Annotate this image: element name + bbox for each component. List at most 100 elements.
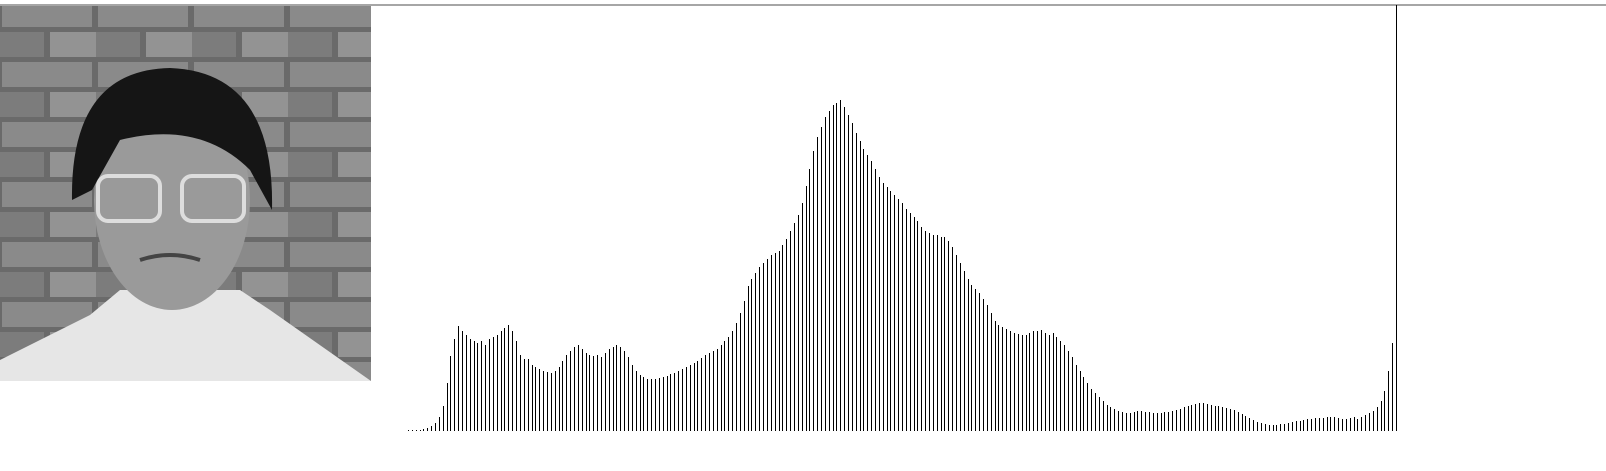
histogram-bar (968, 279, 969, 431)
histogram-bar (933, 235, 934, 431)
histogram-bar (890, 191, 891, 431)
histogram-bar (775, 253, 776, 431)
histogram-bar (732, 331, 733, 431)
histogram-bar (724, 341, 725, 431)
histogram-bar (948, 241, 949, 431)
histogram-bar (759, 267, 760, 431)
histogram-bar (925, 231, 926, 431)
histogram-bar (1172, 411, 1173, 431)
histogram-bar (443, 406, 444, 431)
histogram-bar (1211, 405, 1212, 431)
histogram-bar (1029, 333, 1030, 431)
histogram-bar (809, 169, 810, 431)
histogram-bar (497, 335, 498, 431)
histogram-bar (906, 209, 907, 431)
histogram-bar (825, 117, 826, 431)
histogram-bar (450, 356, 451, 431)
histogram-bar (504, 328, 505, 431)
histogram-bar (721, 345, 722, 431)
histogram-bar (763, 263, 764, 431)
histogram-bar (1238, 412, 1239, 431)
histogram-bar (423, 429, 424, 431)
histogram-bar (1369, 413, 1370, 431)
mouth (139, 253, 201, 262)
histogram-bar (852, 123, 853, 431)
histogram-bar (1137, 411, 1138, 431)
histogram-bar (1161, 413, 1162, 431)
histogram-bar (1191, 405, 1192, 431)
photo (0, 6, 371, 381)
histogram-bar (1253, 420, 1254, 431)
histogram-bar (431, 426, 432, 431)
histogram-bar (605, 353, 606, 431)
histogram-bar (647, 379, 648, 431)
histogram-bar (412, 430, 413, 431)
histogram-bar (1346, 419, 1347, 431)
face (94, 90, 250, 310)
histogram-bar (867, 155, 868, 431)
histogram-bar (1037, 331, 1038, 431)
histogram-bar (636, 371, 637, 431)
histogram-bar (690, 365, 691, 431)
histogram-bar (1145, 412, 1146, 431)
histogram-bar (836, 103, 837, 431)
histogram-bar (1230, 409, 1231, 431)
histogram-bar (566, 355, 567, 431)
histogram-bar (1072, 357, 1073, 431)
histogram-bar (894, 195, 895, 431)
histogram-bar (1384, 391, 1385, 431)
histogram-bar (1319, 418, 1320, 431)
histogram-bar (1330, 417, 1331, 431)
histogram-bar (1381, 401, 1382, 431)
histogram-bar (821, 127, 822, 431)
histogram-bar (1014, 333, 1015, 431)
histogram-bar (1265, 424, 1266, 431)
histogram-bar (543, 371, 544, 431)
histogram-bar (477, 343, 478, 431)
histogram-bar (848, 115, 849, 431)
histogram-bar (883, 183, 884, 431)
histogram-bar (454, 339, 455, 431)
histogram-bar (512, 331, 513, 431)
shirt (0, 290, 371, 381)
histogram-bar (1153, 413, 1154, 431)
histogram-bar (1350, 418, 1351, 431)
histogram-bar (628, 357, 629, 431)
histogram-bar (1134, 412, 1135, 431)
histogram-bar (427, 428, 428, 431)
histogram-bar (1342, 419, 1343, 431)
histogram-bar (609, 349, 610, 431)
histogram-bar (570, 351, 571, 431)
histogram-bar (1126, 413, 1127, 431)
histogram-bar (524, 359, 525, 431)
histogram-bar (782, 245, 783, 431)
histogram-bar (941, 237, 942, 431)
histogram-bar (655, 379, 656, 431)
histogram-bar (1207, 404, 1208, 431)
histogram-bar (686, 367, 687, 431)
histogram-bar (1033, 331, 1034, 431)
histogram-bar (1056, 337, 1057, 431)
histogram-bar (998, 325, 999, 431)
histogram-bar (898, 199, 899, 431)
histogram-bar (1049, 335, 1050, 431)
histogram-bar (1388, 371, 1389, 431)
histogram-bar (701, 358, 702, 431)
histogram-bar (813, 151, 814, 431)
histogram-bar (1261, 423, 1262, 431)
histogram-bar (1323, 418, 1324, 431)
histogram-bar (578, 345, 579, 431)
histogram-bar (555, 371, 556, 431)
histogram-bar (1273, 425, 1274, 431)
histogram-bar (520, 355, 521, 431)
histogram-bar (1091, 389, 1092, 431)
histogram-bar (833, 105, 834, 431)
histogram-bar (798, 215, 799, 431)
histogram-bar (1060, 341, 1061, 431)
histogram-bar (995, 321, 996, 431)
histogram-bar (1103, 401, 1104, 431)
histogram-bar (1215, 406, 1216, 431)
histogram-bar (493, 337, 494, 431)
histogram-bar (1184, 407, 1185, 431)
